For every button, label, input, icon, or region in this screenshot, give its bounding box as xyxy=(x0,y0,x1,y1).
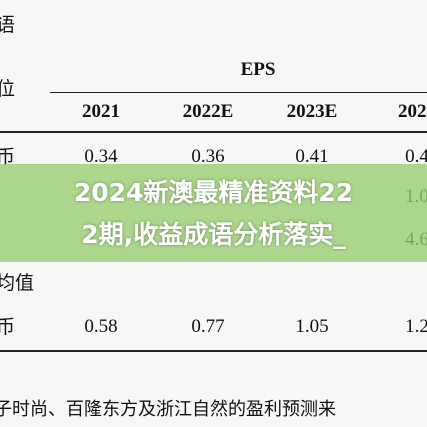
rule xyxy=(0,131,427,133)
overlay-line: 2024新澳最精准资料22 xyxy=(73,178,354,207)
cell: 1.05 xyxy=(295,316,329,337)
row-label: 币 xyxy=(0,316,16,338)
cell: 1.2 xyxy=(405,316,427,337)
rule xyxy=(0,350,427,352)
row-label: 均值 xyxy=(0,272,35,294)
overlay-line: 2期,收益成语分析落实_ xyxy=(81,220,346,249)
column-header: 2024 xyxy=(398,101,427,122)
rule xyxy=(50,92,427,93)
group-header: EPS xyxy=(240,59,276,80)
row-label: 币 xyxy=(0,146,16,168)
note: 子时尚、百隆东方及浙江自然的盈利预测来 xyxy=(0,399,336,420)
column-header: 2022E xyxy=(182,101,234,122)
cell: 0.34 xyxy=(84,146,118,167)
cell: 0.36 xyxy=(191,146,225,167)
unit-label: 位 xyxy=(0,78,16,100)
cell: 0.41 xyxy=(295,146,329,167)
corner-label: 语 xyxy=(0,14,16,36)
column-header: 2021 xyxy=(82,101,120,122)
overlay-banner xyxy=(0,164,427,262)
overlay-text: 2024新澳最精准资料22 2期,收益成语分析落实_ xyxy=(0,172,427,256)
cell: 0.58 xyxy=(84,316,118,337)
cell: 0.4 xyxy=(405,146,427,167)
column-header: 2023E xyxy=(286,101,338,122)
cell: 0.77 xyxy=(191,316,225,337)
